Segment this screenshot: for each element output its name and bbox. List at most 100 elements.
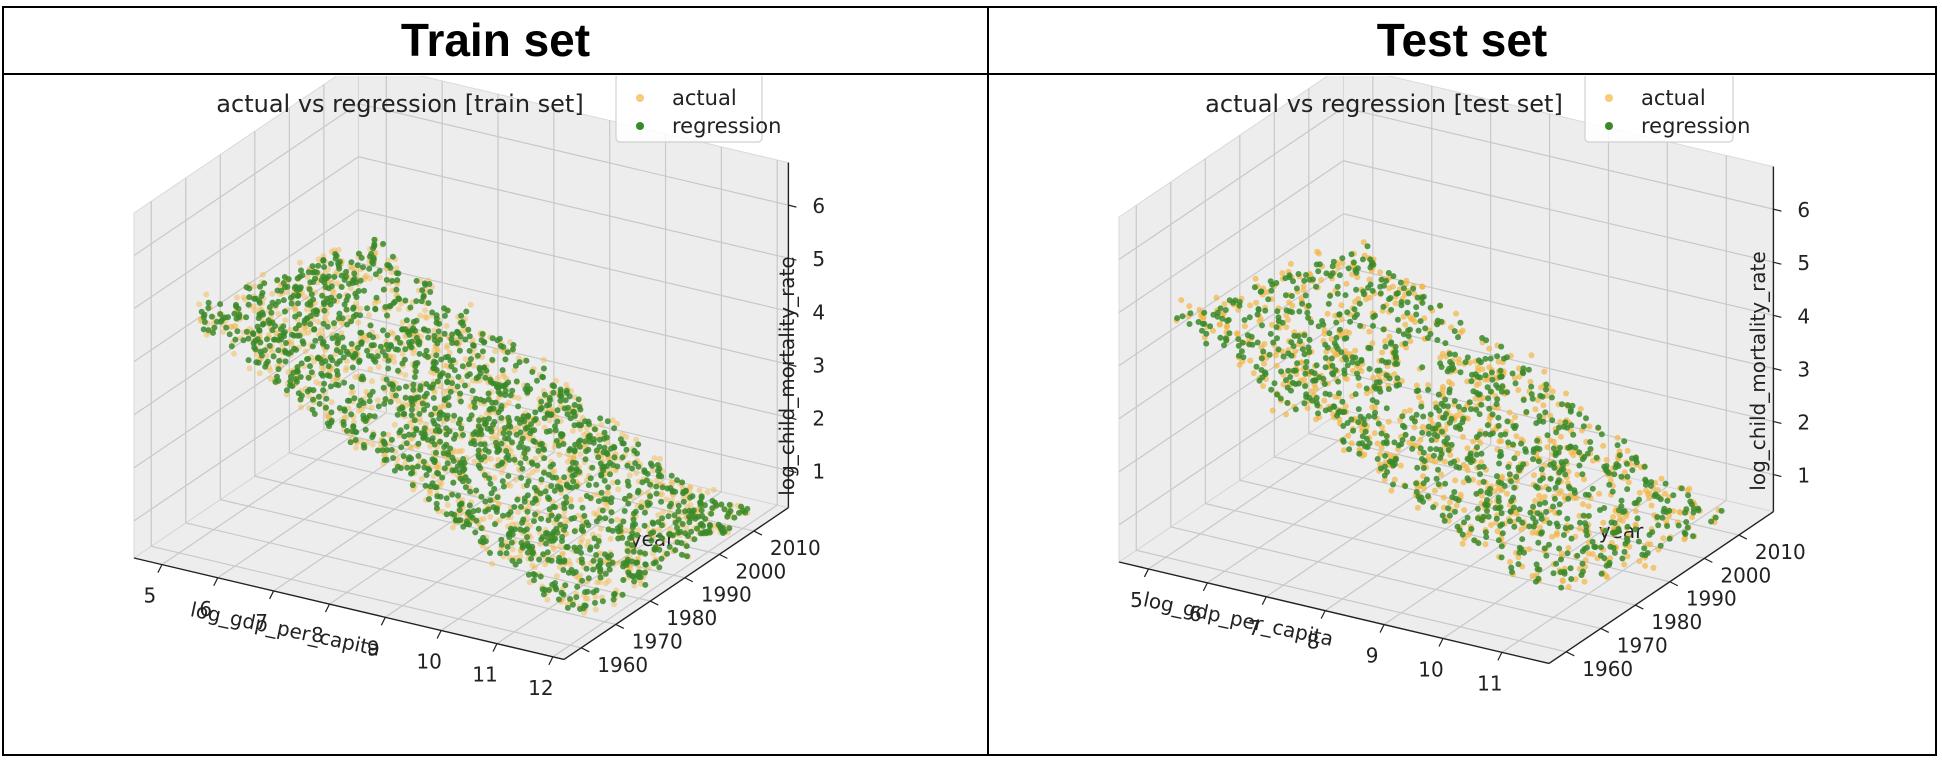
x-tick-label: 10 [416, 649, 441, 673]
regression-point [1304, 309, 1311, 316]
regression-point [698, 493, 705, 500]
regression-point [1260, 348, 1267, 355]
actual-point [540, 356, 547, 363]
regression-point [1322, 390, 1329, 397]
regression-point [429, 384, 435, 391]
regression-point [1495, 422, 1502, 429]
regression-point [1546, 541, 1552, 548]
regression-point [421, 425, 428, 432]
regression-point [1567, 565, 1574, 572]
regression-point [408, 455, 415, 462]
regression-point [577, 406, 584, 413]
actual-point [489, 560, 496, 567]
regression-point [1265, 296, 1272, 303]
regression-point [487, 550, 493, 556]
actual-point [683, 525, 690, 532]
regression-point [481, 339, 487, 346]
regression-point [1543, 508, 1550, 515]
gridline-z-side [1118, 213, 1344, 367]
actual-point [537, 540, 544, 547]
actual-point [1283, 411, 1289, 418]
regression-point [1369, 287, 1376, 294]
regression-point [1374, 367, 1381, 374]
regression-point [1498, 388, 1505, 395]
regression-point [1611, 520, 1618, 526]
regression-point [1603, 562, 1610, 569]
regression-point [1262, 307, 1269, 314]
regression-point [383, 341, 390, 348]
regression-point [474, 352, 481, 359]
actual-point [1646, 495, 1653, 502]
regression-point [1553, 560, 1560, 567]
regression-point [321, 307, 328, 314]
regression-point [1589, 485, 1596, 492]
actual-point [444, 344, 450, 351]
regression-point [434, 493, 441, 500]
regression-point [402, 346, 409, 353]
actual-point [427, 443, 434, 450]
actual-point [1178, 297, 1185, 304]
regression-point [482, 498, 489, 505]
actual-point [1464, 467, 1471, 474]
regression-point [436, 320, 443, 327]
actual-point [413, 405, 420, 412]
regression-point [1388, 339, 1395, 346]
regression-point [1464, 514, 1471, 521]
regression-point [1533, 561, 1540, 568]
actual-point [427, 491, 433, 498]
regression-point [1303, 393, 1310, 400]
regression-point [1280, 353, 1287, 360]
regression-point [1327, 292, 1334, 299]
actual-point [546, 417, 553, 424]
gridline-z-back [1343, 160, 1774, 263]
regression-point [1345, 265, 1352, 272]
actual-point [1513, 433, 1520, 440]
regression-point [389, 386, 396, 393]
actual-point [1345, 432, 1352, 439]
regression-point [454, 383, 461, 390]
actual-point [1411, 424, 1418, 431]
regression-point [599, 464, 606, 471]
actual-point [1363, 390, 1370, 397]
regression-point [1445, 403, 1451, 410]
regression-point [569, 601, 576, 608]
regression-point [731, 514, 738, 521]
regression-point [1274, 308, 1281, 315]
regression-point [1255, 306, 1262, 312]
regression-point [450, 479, 457, 486]
regression-point [1268, 386, 1275, 393]
actual-point [663, 496, 670, 503]
regression-point [307, 363, 313, 370]
regression-point [487, 497, 494, 504]
regression-point [599, 598, 606, 605]
regression-point [1507, 508, 1514, 515]
y-tick-mark [650, 600, 659, 606]
gridline-z-back [358, 156, 789, 259]
regression-point [1259, 322, 1265, 329]
actual-point [488, 456, 494, 462]
actual-point [390, 353, 397, 360]
regression-point [1440, 403, 1447, 409]
regression-point [503, 550, 510, 557]
regression-point [579, 523, 586, 530]
regression-point [252, 346, 259, 353]
actual-point [1374, 440, 1381, 447]
regression-point [1518, 546, 1525, 553]
z-tick-label: 1 [1797, 464, 1810, 488]
regression-point [1443, 441, 1450, 447]
x-tick-label: 8 [1307, 630, 1320, 654]
regression-point [480, 539, 487, 546]
regression-point [632, 460, 639, 467]
actual-point [1532, 497, 1539, 504]
regression-point [403, 440, 410, 447]
actual-point [1534, 397, 1541, 404]
regression-point [1489, 376, 1496, 383]
regression-point [356, 402, 363, 409]
y-tick-label: 2000 [735, 559, 786, 583]
y-tick-mark [719, 553, 728, 559]
actual-point [495, 374, 501, 381]
regression-point [434, 378, 441, 385]
regression-point [307, 302, 314, 308]
regression-point [617, 523, 624, 530]
